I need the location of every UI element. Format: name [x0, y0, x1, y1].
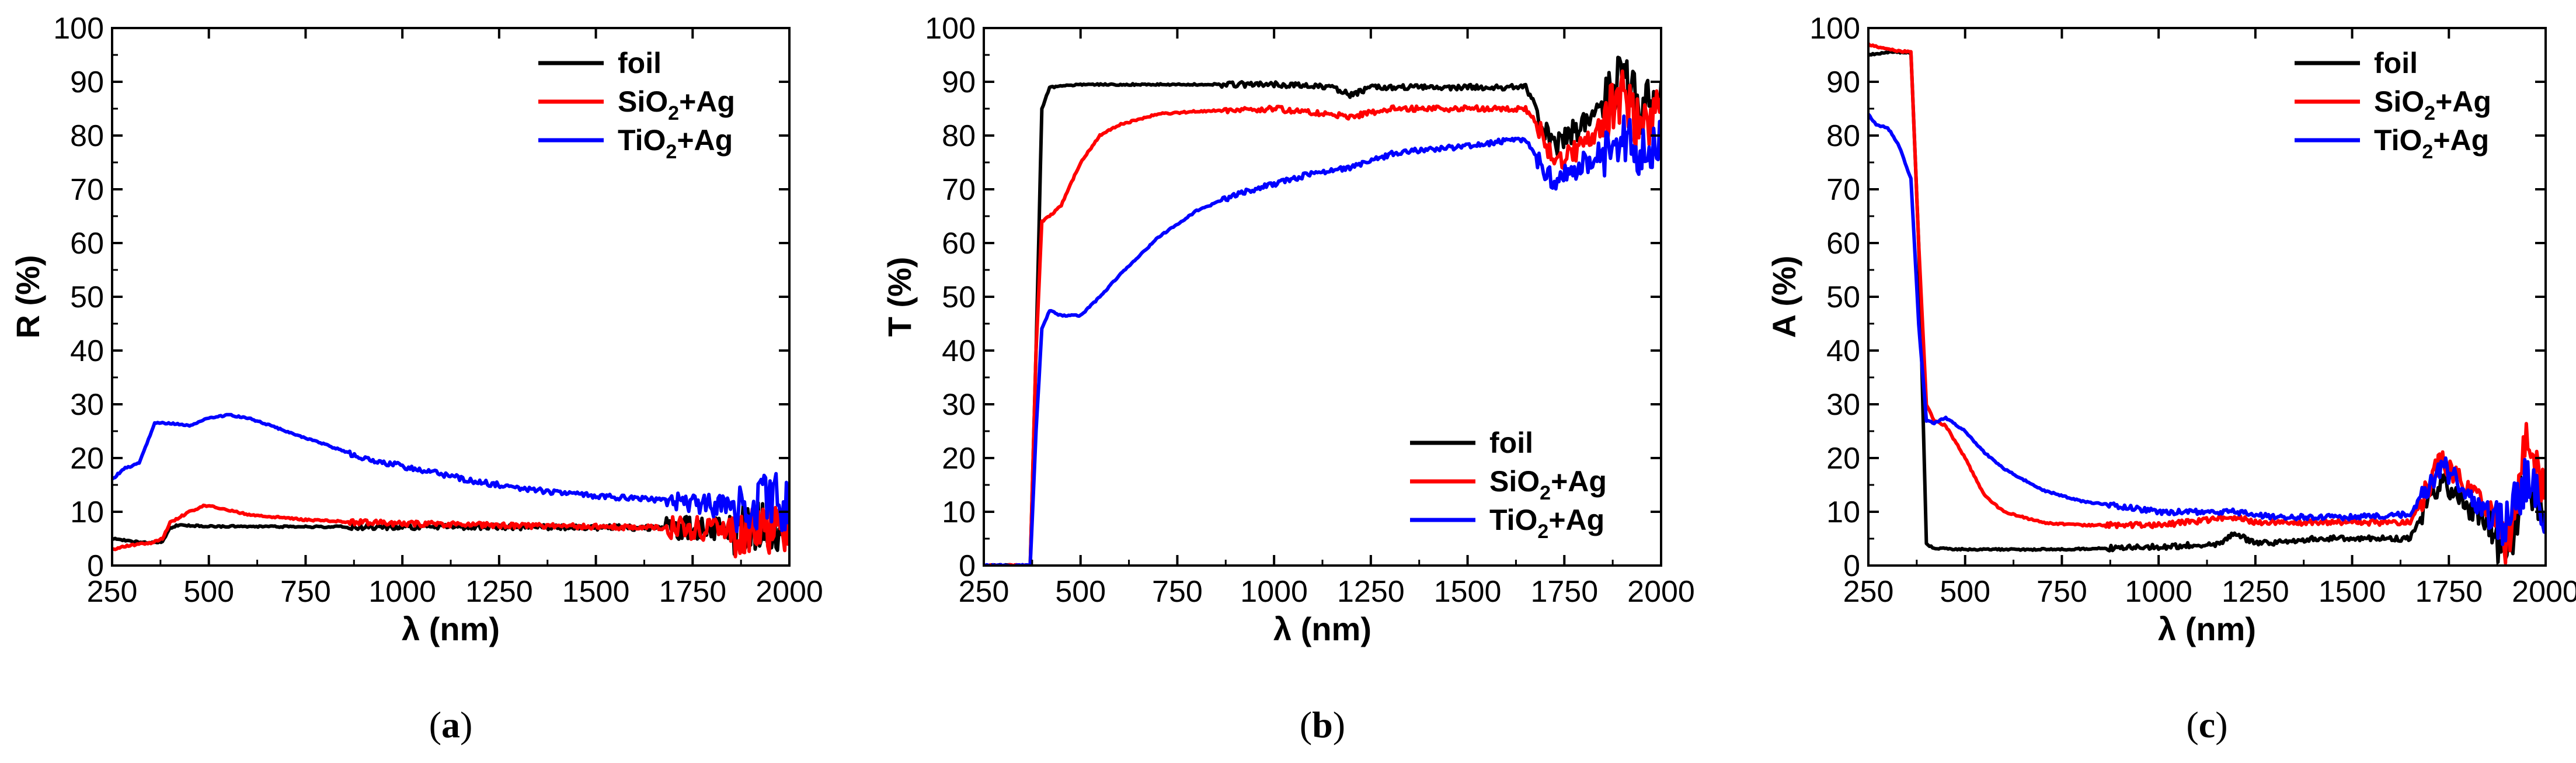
panel-a-xtick-label: 1500 — [562, 575, 630, 609]
panel-b-chart: 250 500 750 1000 1250 1500 1750 2000 0 10 20 30 40 50… — [881, 12, 1695, 745]
panel-b-legend-label: foil — [1489, 426, 1533, 459]
panel-b-ytick-label: 40 — [942, 334, 976, 368]
panel-a-xlabel: λ (nm) — [402, 611, 500, 647]
panel-b-xtick-label: 2000 — [1627, 575, 1695, 609]
panel-a-ytick-label: 90 — [70, 65, 104, 99]
panel-b-ytick-label: 30 — [942, 388, 976, 422]
panel-c-series-foil — [1868, 50, 2546, 564]
panel-c-ytick-label: 20 — [1826, 442, 1860, 476]
panel-c-xtick-label: 750 — [2037, 575, 2087, 609]
panel-a-ytick-label: 70 — [70, 173, 104, 207]
panel-b-ytick-label: 0 — [959, 549, 976, 583]
panel-b-ytick-label: 80 — [942, 119, 976, 153]
panel-a-ytick-label: 0 — [87, 549, 104, 583]
panel-b-ytick-label: 20 — [942, 442, 976, 476]
panel-a-ylabel: R (%) — [9, 255, 46, 338]
panel-c-ytick-label: 60 — [1826, 227, 1860, 261]
panel-b-ytick-label: 60 — [942, 227, 976, 261]
panel-a-ytick-label: 20 — [70, 442, 104, 476]
panel-c-ytick-label: 30 — [1826, 388, 1860, 422]
panel-a-series-tio2-plus-ag — [112, 412, 789, 533]
panel-a-ytick-label: 40 — [70, 334, 104, 368]
panel-c-legend-label: TiO2+Ag — [2374, 124, 2489, 163]
panel-a-ytick-label: 100 — [53, 12, 104, 46]
panel-b-legend-label: TiO2+Ag — [1489, 504, 1604, 543]
panel-c-series-tio2-plus-ag — [1868, 113, 2546, 546]
panel-a-xtick-label: 2000 — [756, 575, 823, 609]
panel-a-ytick-label: 80 — [70, 119, 104, 153]
panel-a-xtick-label: 1750 — [659, 575, 726, 609]
panel-b-series-sio2-plus-ag — [984, 69, 1661, 566]
panel-c-xtick-label: 1250 — [2222, 575, 2289, 609]
panel-a-xtick-label: 500 — [183, 575, 234, 609]
panel-c-ytick-label: 100 — [1809, 12, 1860, 46]
panel-c-label: (c) — [2186, 704, 2227, 745]
panel-b-ytick-label: 10 — [942, 495, 976, 529]
panel-c-ytick-label: 0 — [1843, 549, 1860, 583]
panel-a-xtick-label: 1250 — [465, 575, 533, 609]
panel-c-xtick-label: 1750 — [2415, 575, 2483, 609]
panel-b-ytick-label: 50 — [942, 280, 976, 314]
panel-a-xtick-label: 750 — [280, 575, 331, 609]
panel-a-ytick-label: 50 — [70, 280, 104, 314]
panel-b-ylabel: T (%) — [881, 257, 918, 337]
panel-c-ytick-label: 90 — [1826, 65, 1860, 99]
panel-a-ytick-label: 60 — [70, 227, 104, 261]
panel-c-xtick-label: 2000 — [2512, 575, 2576, 609]
panel-c-ylabel: A (%) — [1766, 255, 1802, 338]
panel-c-ytick-label: 70 — [1826, 173, 1860, 207]
panel-c-legend-label: foil — [2374, 47, 2418, 79]
panel-b-ytick-label: 90 — [942, 65, 976, 99]
panel-c-ytick-label: 10 — [1826, 495, 1860, 529]
panel-b-series-tio2-plus-ag — [984, 114, 1661, 566]
panel-c-xtick-label: 500 — [1940, 575, 1990, 609]
panel-c-legend-label: SiO2+Ag — [2374, 85, 2491, 124]
panel-b-xlabel: λ (nm) — [1273, 611, 1371, 647]
panel-a-legend-label: SiO2+Ag — [618, 85, 735, 124]
panel-a-legend-label: foil — [618, 47, 662, 79]
panel-a-xtick-label: 1000 — [368, 575, 436, 609]
panel-a-label: (a) — [429, 704, 473, 745]
panel-b-xtick-label: 250 — [959, 575, 1009, 609]
panel-c-chart: 250 500 750 1000 1250 1500 1750 2000 0 10 20 30 40 50… — [1766, 12, 2576, 745]
panel-c-series-sio2-plus-ag — [1868, 42, 2546, 565]
panel-c-ytick-label: 80 — [1826, 119, 1860, 153]
panel-c-xlabel: λ (nm) — [2158, 611, 2256, 647]
panel-a-ytick-label: 30 — [70, 388, 104, 422]
panel-b-xtick-label: 1500 — [1434, 575, 1502, 609]
panel-c-xtick-label: 250 — [1843, 575, 1894, 609]
panel-b-ytick-label: 100 — [925, 12, 976, 46]
panel-b-label: (b) — [1300, 704, 1345, 745]
panel-b-ytick-label: 70 — [942, 173, 976, 207]
panel-a-xtick-label: 250 — [87, 575, 138, 609]
panel-c-xtick-label: 1500 — [2319, 575, 2386, 609]
panel-a-legend-label: TiO2+Ag — [618, 124, 733, 163]
panel-c-ytick-label: 50 — [1826, 280, 1860, 314]
panel-a-series-sio2-plus-ag — [112, 502, 789, 559]
panel-b-xtick-label: 1250 — [1337, 575, 1405, 609]
panel-a-chart: 250 500 750 1000 1250 1500 1750 2000 0 10 20 30 40 50… — [9, 12, 823, 745]
panel-b-xtick-label: 750 — [1152, 575, 1203, 609]
panel-b-xtick-label: 1000 — [1240, 575, 1308, 609]
panel-c-ytick-label: 40 — [1826, 334, 1860, 368]
panel-b-xtick-label: 500 — [1055, 575, 1106, 609]
panel-a-ytick-label: 10 — [70, 495, 104, 529]
panel-b-legend-label: SiO2+Ag — [1489, 465, 1607, 504]
panel-b-xtick-label: 1750 — [1530, 575, 1598, 609]
panel-c-xtick-label: 1000 — [2125, 575, 2192, 609]
